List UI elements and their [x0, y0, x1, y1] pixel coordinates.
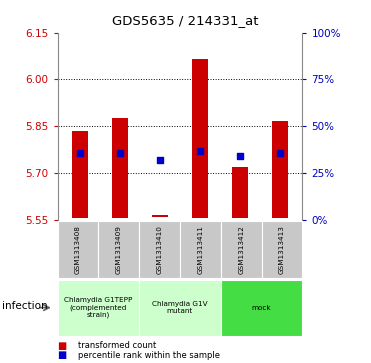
Text: ■: ■: [58, 350, 67, 360]
Bar: [192, 59, 208, 218]
Point: [77, 150, 83, 155]
Text: transformed count: transformed count: [78, 341, 156, 350]
Text: GSM1313412: GSM1313412: [238, 225, 244, 274]
Text: GSM1313410: GSM1313410: [157, 225, 162, 274]
Text: Chlamydia G1TEPP
(complemented
strain): Chlamydia G1TEPP (complemented strain): [64, 297, 132, 318]
Text: infection: infection: [2, 301, 47, 311]
Text: Chlamydia G1V
mutant: Chlamydia G1V mutant: [152, 301, 208, 314]
Text: GSM1313408: GSM1313408: [75, 225, 81, 274]
Bar: [272, 122, 288, 218]
Text: GDS5635 / 214331_at: GDS5635 / 214331_at: [112, 14, 259, 27]
Bar: [232, 167, 248, 218]
Bar: [72, 131, 88, 218]
Text: percentile rank within the sample: percentile rank within the sample: [78, 351, 220, 359]
Text: GSM1313413: GSM1313413: [279, 225, 285, 274]
Point: [237, 153, 243, 159]
Point: [157, 158, 163, 163]
Point: [277, 150, 283, 155]
Bar: [112, 118, 128, 218]
Point: [197, 148, 203, 154]
Text: GSM1313411: GSM1313411: [197, 225, 203, 274]
Bar: [152, 215, 168, 217]
Text: mock: mock: [252, 305, 271, 311]
Text: ■: ■: [58, 340, 67, 351]
Text: GSM1313409: GSM1313409: [116, 225, 122, 274]
Point: [117, 150, 123, 155]
